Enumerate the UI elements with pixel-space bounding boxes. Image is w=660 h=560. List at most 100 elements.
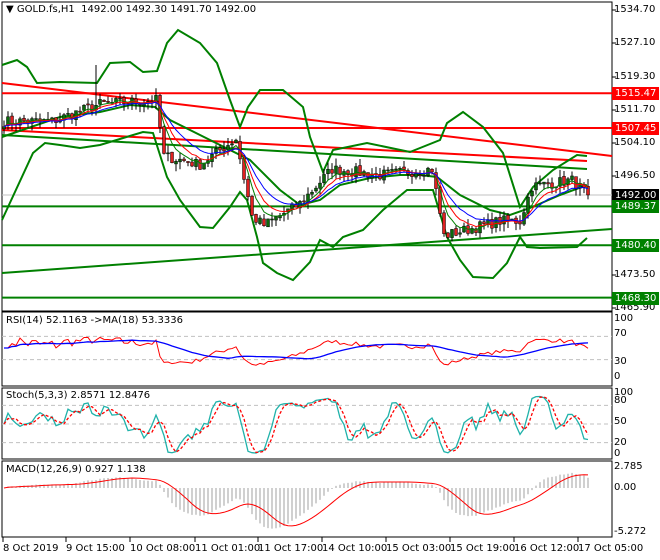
support-trendline: [1, 134, 588, 170]
bear-candle: [562, 176, 566, 186]
bull-candle: [194, 158, 198, 167]
open-value: 1492.00: [81, 4, 123, 15]
bear-candle: [358, 165, 362, 176]
price-tag-resistance: 1507.45: [612, 122, 659, 136]
bull-candle: [202, 162, 206, 170]
macd-tick: 0.00: [614, 482, 637, 493]
moving-average-line: [3, 100, 589, 228]
bollinger-lower: [1, 130, 588, 282]
price-tag-support: 1468.30: [612, 291, 659, 305]
support-trendline: [1, 228, 613, 274]
time-tick: 11 Oct 17:00: [258, 543, 324, 554]
time-tick: 9 Oct 15:00: [66, 543, 125, 554]
bear-candle: [262, 218, 266, 226]
bull-candle: [450, 229, 454, 238]
time-tick: 10 Oct 08:00: [130, 543, 196, 554]
bear-candle: [10, 115, 14, 124]
rsi-tick: 100: [614, 313, 634, 324]
bull-candle: [274, 216, 278, 221]
bear-candle: [170, 151, 174, 163]
bear-candle: [430, 168, 434, 173]
bull-candle: [534, 182, 538, 191]
collapse-triangle-icon[interactable]: ▼: [6, 4, 14, 15]
bear-candle: [250, 195, 254, 216]
bear-candle: [190, 161, 194, 167]
bull-candle: [310, 191, 314, 195]
bull-candle: [270, 218, 274, 221]
bear-candle: [222, 148, 226, 152]
bull-candle: [314, 187, 318, 192]
macd-tick: -5.272: [614, 526, 647, 537]
price-tick: 1473.50: [614, 269, 656, 280]
stoch-label: Stoch(5,3,3) 2.8571 12.8476: [6, 390, 151, 401]
bear-candle: [550, 182, 554, 189]
rsi-tick: 70: [614, 328, 627, 339]
bear-candle: [106, 101, 110, 103]
bull-candle: [214, 148, 218, 154]
bull-candle: [570, 175, 574, 180]
price-tag-support: 1480.40: [612, 239, 659, 253]
bear-candle: [102, 99, 106, 102]
time-tick: 8 Oct 2019: [3, 543, 59, 554]
price-tag-current: 1492.00: [612, 188, 659, 202]
stoch-signal-line: [3, 396, 589, 454]
price-tag-resistance: 1515.47: [612, 87, 659, 101]
time-tick: 15 Oct 03:00: [386, 543, 452, 554]
time-tick: 17 Oct 05:00: [578, 543, 644, 554]
time-tick: 16 Oct 12:00: [514, 543, 580, 554]
bull-candle: [326, 168, 330, 174]
bull-candle: [470, 228, 474, 234]
bull-candle: [34, 118, 38, 120]
bear-candle: [546, 182, 550, 185]
low-value: 1491.70: [170, 4, 212, 15]
bull-candle: [538, 182, 542, 185]
bull-candle: [422, 175, 426, 177]
bull-candle: [458, 232, 462, 235]
bear-candle: [438, 187, 442, 214]
rsi-pane: [1, 311, 613, 387]
bear-candle: [246, 178, 250, 198]
bear-candle: [346, 170, 350, 175]
bull-candle: [558, 177, 562, 187]
bull-candle: [230, 143, 234, 146]
bull-candle: [390, 169, 394, 171]
bull-candle: [82, 104, 86, 111]
bear-candle: [198, 159, 202, 170]
resistance-trendline: [1, 129, 588, 162]
bear-candle: [218, 147, 222, 151]
bear-candle: [442, 212, 446, 234]
chart-header: ▼ GOLD.fs,H1 1492.00 1492.30 1491.70 149…: [6, 4, 256, 16]
bull-candle: [414, 173, 418, 178]
bull-candle: [322, 174, 326, 183]
price-tick: 1534.70: [614, 4, 656, 15]
moving-average-line: [3, 99, 589, 231]
bull-candle: [542, 181, 546, 185]
stoch-tick: 80: [614, 395, 627, 406]
macd-label: MACD(12,26,9) 0.927 1.138: [6, 464, 146, 475]
bear-candle: [418, 174, 422, 177]
bull-candle: [398, 168, 402, 170]
stoch-tick: 0: [614, 448, 621, 459]
bull-candle: [394, 168, 398, 171]
bollinger-middle: [1, 103, 588, 217]
bull-candle: [258, 217, 262, 224]
stoch-main-line: [3, 395, 589, 454]
bear-candle: [302, 200, 306, 203]
moving-average-line: [3, 101, 589, 222]
bull-candle: [266, 218, 270, 228]
main-pane: [1, 1, 613, 312]
bull-candle: [98, 99, 102, 105]
high-value: 1492.30: [125, 4, 168, 15]
bear-candle: [330, 169, 334, 174]
bull-candle: [178, 158, 182, 163]
bear-candle: [78, 110, 82, 113]
bull-candle: [66, 113, 70, 115]
rsi-tick: 30: [614, 356, 627, 367]
bull-candle: [530, 190, 534, 197]
rsi-tick: 0: [614, 371, 621, 382]
stoch-tick: 50: [614, 416, 627, 427]
bear-candle: [254, 214, 258, 223]
resistance-trendline: [1, 82, 613, 157]
bear-candle: [294, 204, 298, 208]
